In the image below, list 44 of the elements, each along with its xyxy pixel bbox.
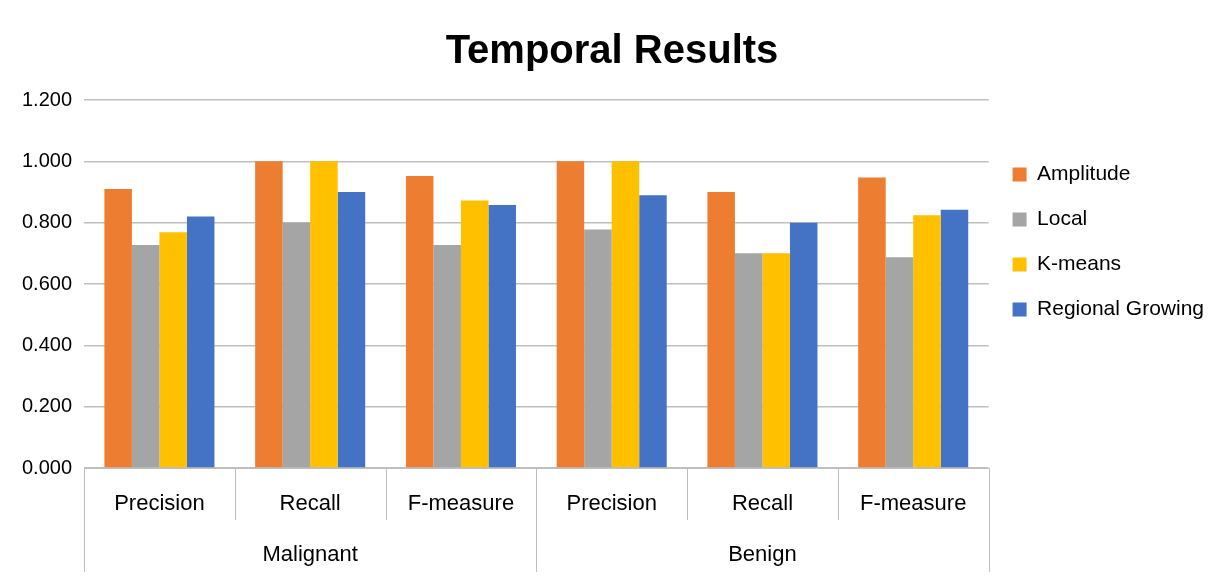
y-tick-label: 0.400 xyxy=(21,332,73,355)
bar xyxy=(405,176,434,468)
bar xyxy=(707,192,735,468)
bar xyxy=(940,209,969,468)
bar xyxy=(460,200,489,468)
bar xyxy=(885,257,914,468)
legend-label: Regional Growing xyxy=(1037,296,1205,320)
bar xyxy=(131,245,160,468)
x-tick-label: Recall xyxy=(731,490,794,516)
bar xyxy=(104,188,132,468)
y-tick-label: 1.200 xyxy=(21,87,73,110)
x-tick-label: F-measure xyxy=(860,490,967,516)
bar xyxy=(789,222,818,468)
bar xyxy=(556,161,585,468)
text: Benign xyxy=(728,541,797,567)
bar xyxy=(858,177,886,468)
y-tick-label: 0.600 xyxy=(21,271,73,294)
y-tick-label: 0.000 xyxy=(21,455,73,478)
y-tick-label: 1.000 xyxy=(21,148,73,171)
bar xyxy=(255,161,283,468)
bar xyxy=(762,253,790,468)
bar xyxy=(611,161,640,468)
bar xyxy=(639,195,667,468)
bar xyxy=(488,204,516,468)
bar xyxy=(584,229,612,468)
text: Malignant xyxy=(262,541,358,567)
x-tick-label: F-measure xyxy=(407,490,515,516)
legend-label: Local xyxy=(1037,206,1088,230)
bar xyxy=(186,216,215,468)
x-tick-label: Precision xyxy=(566,490,657,516)
bar xyxy=(310,161,338,468)
bar xyxy=(433,245,461,468)
bar xyxy=(734,253,763,468)
legend-label: K-means xyxy=(1037,251,1122,275)
bar xyxy=(159,232,187,468)
x-tick-label: Precision xyxy=(114,490,205,516)
legend-label: Amplitude xyxy=(1037,161,1131,185)
bar xyxy=(282,222,311,468)
y-tick-label: 0.200 xyxy=(21,394,73,417)
bar xyxy=(337,192,366,468)
y-tick-label: 0.800 xyxy=(21,210,73,233)
bar xyxy=(913,215,941,468)
x-tick-label: Recall xyxy=(279,490,341,516)
chart-title: Temporal Results xyxy=(445,27,779,72)
